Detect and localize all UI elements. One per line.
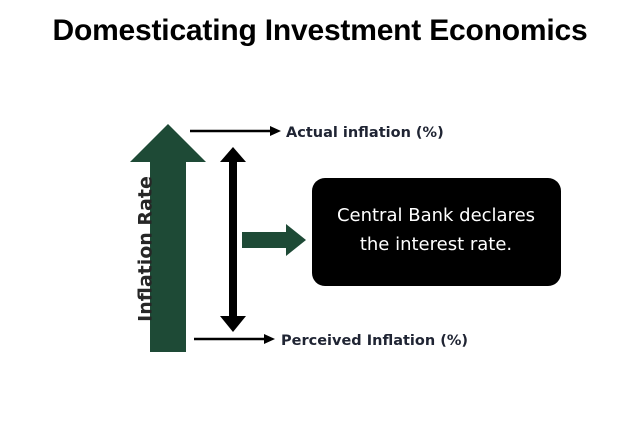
central-bank-text-line2: the interest rate. bbox=[360, 234, 512, 255]
inflation-gap-double-arrow bbox=[220, 147, 246, 332]
central-bank-arrow bbox=[242, 224, 306, 256]
inflation-rate-label: Inflation Rate bbox=[135, 176, 157, 322]
perceived-inflation-arrow bbox=[194, 334, 275, 344]
central-bank-box: Central Bank declares the interest rate. bbox=[312, 178, 561, 286]
inflation-rate-arrow bbox=[130, 124, 206, 352]
perceived-inflation-label: Perceived Inflation (%) bbox=[281, 333, 468, 349]
page-title: Domesticating Investment Economics bbox=[52, 14, 588, 47]
actual-inflation-arrow bbox=[190, 126, 281, 136]
actual-inflation-label: Actual inflation (%) bbox=[286, 125, 444, 141]
central-bank-arrow-shape bbox=[242, 224, 306, 256]
inflation-rate-arrow-shape bbox=[130, 124, 206, 352]
central-bank-text-line1: Central Bank declares bbox=[337, 205, 535, 226]
